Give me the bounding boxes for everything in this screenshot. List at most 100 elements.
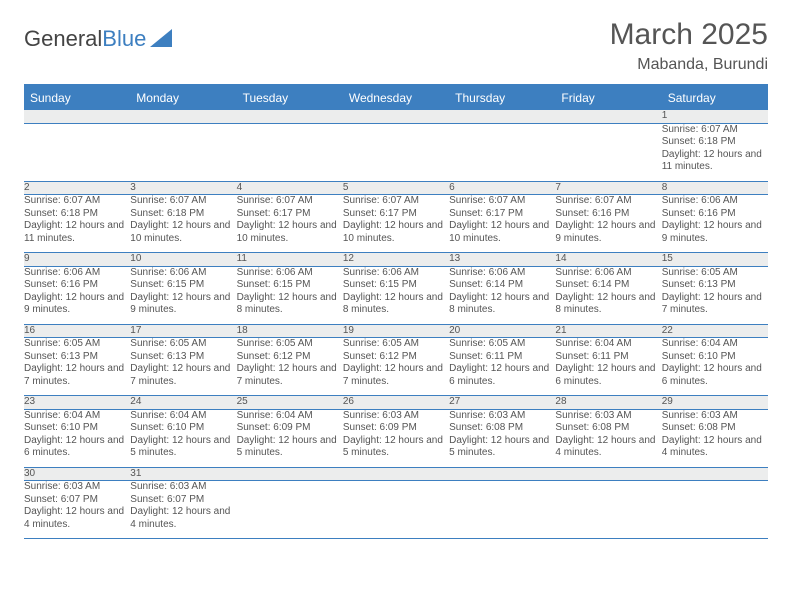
sunset-text: Sunset: 6:11 PM: [449, 351, 555, 364]
daylight-text: Daylight: 12 hours and 7 minutes.: [662, 292, 768, 317]
day-cell: Sunrise: 6:03 AMSunset: 6:07 PMDaylight:…: [24, 481, 130, 539]
sunset-text: Sunset: 6:17 PM: [343, 208, 449, 221]
daynum-row: 9101112131415: [24, 253, 768, 267]
day-number: 26: [343, 396, 449, 410]
day-cell: Sunrise: 6:04 AMSunset: 6:10 PMDaylight:…: [662, 338, 768, 396]
day-number: 1: [662, 110, 768, 123]
logo-word2: Blue: [102, 26, 146, 52]
daylight-text: Daylight: 12 hours and 7 minutes.: [24, 363, 130, 388]
sunrise-text: Sunrise: 6:06 AM: [662, 195, 768, 208]
day-cell: Sunrise: 6:06 AMSunset: 6:16 PMDaylight:…: [24, 266, 130, 324]
sunrise-text: Sunrise: 6:05 AM: [130, 338, 236, 351]
day-cell: Sunrise: 6:03 AMSunset: 6:08 PMDaylight:…: [662, 409, 768, 467]
daylight-text: Daylight: 12 hours and 5 minutes.: [343, 435, 449, 460]
day-number: 24: [130, 396, 236, 410]
sunrise-text: Sunrise: 6:05 AM: [449, 338, 555, 351]
sunrise-text: Sunrise: 6:07 AM: [449, 195, 555, 208]
day-cell: Sunrise: 6:07 AMSunset: 6:18 PMDaylight:…: [24, 195, 130, 253]
sunset-text: Sunset: 6:10 PM: [130, 422, 236, 435]
day-cell: Sunrise: 6:06 AMSunset: 6:14 PMDaylight:…: [449, 266, 555, 324]
sunrise-text: Sunrise: 6:06 AM: [343, 267, 449, 280]
daynum-row: 3031: [24, 467, 768, 481]
sunset-text: Sunset: 6:15 PM: [237, 279, 343, 292]
daylight-text: Daylight: 12 hours and 5 minutes.: [449, 435, 555, 460]
day-cell: [237, 481, 343, 539]
sunrise-text: Sunrise: 6:05 AM: [24, 338, 130, 351]
day-cell: Sunrise: 6:04 AMSunset: 6:10 PMDaylight:…: [24, 409, 130, 467]
daylight-text: Daylight: 12 hours and 5 minutes.: [130, 435, 236, 460]
day-cell: Sunrise: 6:05 AMSunset: 6:11 PMDaylight:…: [449, 338, 555, 396]
daylight-text: Daylight: 12 hours and 4 minutes.: [555, 435, 661, 460]
sunset-text: Sunset: 6:15 PM: [343, 279, 449, 292]
page-title: March 2025: [610, 18, 768, 52]
logo: GeneralBlue: [24, 26, 176, 52]
day-number: 7: [555, 181, 661, 195]
day-cell: Sunrise: 6:06 AMSunset: 6:14 PMDaylight:…: [555, 266, 661, 324]
day-cell: Sunrise: 6:07 AMSunset: 6:18 PMDaylight:…: [662, 123, 768, 181]
daylight-text: Daylight: 12 hours and 4 minutes.: [662, 435, 768, 460]
day-number: 17: [130, 324, 236, 338]
daylight-text: Daylight: 12 hours and 9 minutes.: [130, 292, 236, 317]
day-number: 21: [555, 324, 661, 338]
sunrise-text: Sunrise: 6:07 AM: [237, 195, 343, 208]
daylight-text: Daylight: 12 hours and 10 minutes.: [130, 220, 236, 245]
day-cell: [130, 123, 236, 181]
day-number: 18: [237, 324, 343, 338]
day-cell: Sunrise: 6:03 AMSunset: 6:08 PMDaylight:…: [449, 409, 555, 467]
day-cell: [449, 123, 555, 181]
weekday-header: Sunday: [24, 85, 130, 110]
sunset-text: Sunset: 6:08 PM: [555, 422, 661, 435]
sunrise-text: Sunrise: 6:06 AM: [130, 267, 236, 280]
day-number: 2: [24, 181, 130, 195]
detail-row: Sunrise: 6:07 AMSunset: 6:18 PMDaylight:…: [24, 123, 768, 181]
day-cell: [662, 481, 768, 539]
weekday-header: Tuesday: [237, 85, 343, 110]
day-number: 12: [343, 253, 449, 267]
daynum-row: 23242526272829: [24, 396, 768, 410]
day-cell: [343, 481, 449, 539]
logo-word1: General: [24, 26, 102, 52]
sunrise-text: Sunrise: 6:07 AM: [130, 195, 236, 208]
daylight-text: Daylight: 12 hours and 6 minutes.: [449, 363, 555, 388]
sunset-text: Sunset: 6:18 PM: [662, 136, 768, 149]
day-number: [449, 110, 555, 123]
daylight-text: Daylight: 12 hours and 11 minutes.: [662, 149, 768, 174]
sunset-text: Sunset: 6:16 PM: [555, 208, 661, 221]
day-cell: Sunrise: 6:03 AMSunset: 6:09 PMDaylight:…: [343, 409, 449, 467]
sunrise-text: Sunrise: 6:06 AM: [449, 267, 555, 280]
sunset-text: Sunset: 6:16 PM: [662, 208, 768, 221]
day-number: 15: [662, 253, 768, 267]
daylight-text: Daylight: 12 hours and 8 minutes.: [237, 292, 343, 317]
daylight-text: Daylight: 12 hours and 10 minutes.: [343, 220, 449, 245]
day-cell: Sunrise: 6:04 AMSunset: 6:10 PMDaylight:…: [130, 409, 236, 467]
daylight-text: Daylight: 12 hours and 8 minutes.: [449, 292, 555, 317]
sunrise-text: Sunrise: 6:04 AM: [662, 338, 768, 351]
sunrise-text: Sunrise: 6:07 AM: [24, 195, 130, 208]
sunrise-text: Sunrise: 6:03 AM: [555, 410, 661, 423]
sunset-text: Sunset: 6:09 PM: [343, 422, 449, 435]
day-number: 5: [343, 181, 449, 195]
day-number: 4: [237, 181, 343, 195]
day-number: 10: [130, 253, 236, 267]
calendar-table: Sunday Monday Tuesday Wednesday Thursday…: [24, 84, 768, 539]
sunset-text: Sunset: 6:07 PM: [130, 494, 236, 507]
daylight-text: Daylight: 12 hours and 6 minutes.: [24, 435, 130, 460]
day-cell: Sunrise: 6:07 AMSunset: 6:17 PMDaylight:…: [449, 195, 555, 253]
day-cell: Sunrise: 6:07 AMSunset: 6:16 PMDaylight:…: [555, 195, 661, 253]
detail-row: Sunrise: 6:05 AMSunset: 6:13 PMDaylight:…: [24, 338, 768, 396]
day-number: 23: [24, 396, 130, 410]
day-cell: Sunrise: 6:05 AMSunset: 6:13 PMDaylight:…: [662, 266, 768, 324]
day-cell: Sunrise: 6:05 AMSunset: 6:12 PMDaylight:…: [343, 338, 449, 396]
day-cell: [24, 123, 130, 181]
day-cell: Sunrise: 6:06 AMSunset: 6:16 PMDaylight:…: [662, 195, 768, 253]
weekday-header: Saturday: [662, 85, 768, 110]
sunset-text: Sunset: 6:14 PM: [449, 279, 555, 292]
detail-row: Sunrise: 6:04 AMSunset: 6:10 PMDaylight:…: [24, 409, 768, 467]
sunset-text: Sunset: 6:18 PM: [130, 208, 236, 221]
sunrise-text: Sunrise: 6:07 AM: [555, 195, 661, 208]
title-block: March 2025 Mabanda, Burundi: [610, 18, 768, 74]
day-number: [130, 110, 236, 123]
sunset-text: Sunset: 6:10 PM: [662, 351, 768, 364]
day-cell: Sunrise: 6:06 AMSunset: 6:15 PMDaylight:…: [237, 266, 343, 324]
day-cell: Sunrise: 6:06 AMSunset: 6:15 PMDaylight:…: [130, 266, 236, 324]
